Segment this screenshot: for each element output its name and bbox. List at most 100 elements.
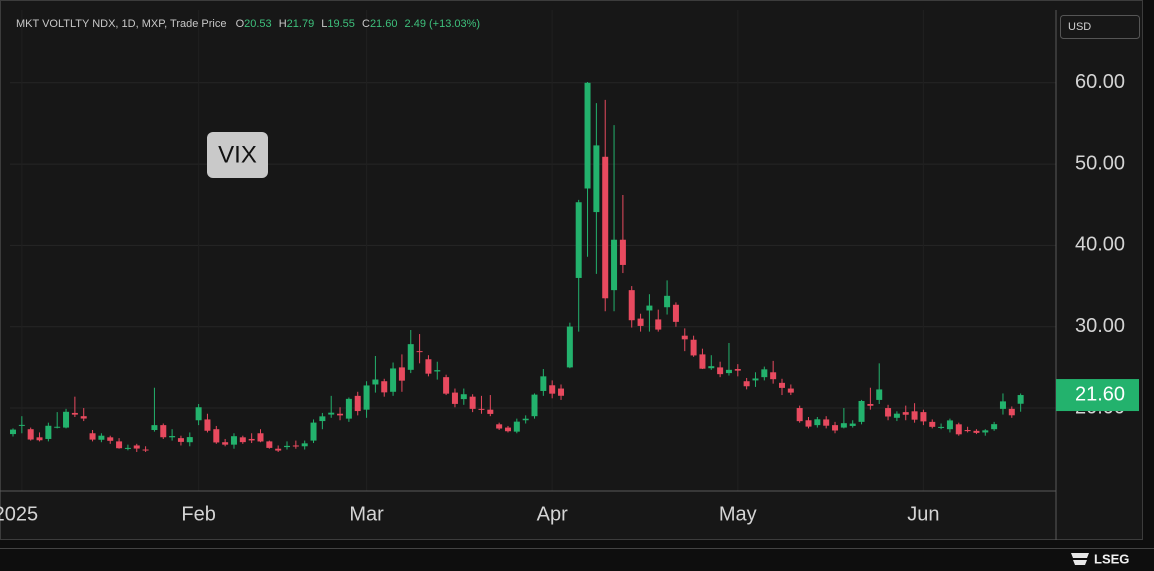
candle-body xyxy=(89,433,96,440)
candle-body xyxy=(796,408,803,422)
candle-body xyxy=(584,82,591,189)
candle-body xyxy=(337,413,344,416)
candle-body xyxy=(911,411,918,420)
candle-body xyxy=(708,366,715,369)
candle-body xyxy=(593,145,600,213)
candle-body xyxy=(823,419,830,426)
candle-body xyxy=(398,367,405,381)
candle-body xyxy=(973,430,980,433)
candle-body xyxy=(575,202,582,278)
candle-body xyxy=(832,425,839,431)
candle-body xyxy=(849,423,856,426)
candle-body xyxy=(204,419,211,431)
candle-body xyxy=(80,416,87,419)
candle-body xyxy=(469,396,476,409)
candle-body xyxy=(982,430,989,433)
candle-body xyxy=(107,437,114,441)
candle-body xyxy=(566,326,573,368)
candle-body xyxy=(876,389,883,400)
header: MKT VOLTLTY NDX, 1D, MXP, Trade Price O2… xyxy=(16,18,480,30)
candle-body xyxy=(955,424,962,435)
x-tick-label: Feb xyxy=(181,503,215,525)
chart-panel xyxy=(0,0,1143,540)
candle-body xyxy=(496,424,503,429)
candle-body xyxy=(787,388,794,393)
y-tick-label: 40.00 xyxy=(1075,234,1125,256)
candle-body xyxy=(540,376,547,391)
candle-body xyxy=(743,381,750,387)
candle-body xyxy=(434,370,441,372)
candle-body xyxy=(478,408,485,410)
change: 2.49 (+13.03%) xyxy=(405,18,481,30)
candle-body xyxy=(425,359,432,374)
candle-body xyxy=(1008,408,1015,416)
candle-body xyxy=(328,412,335,415)
header-value: 21.79 xyxy=(287,18,315,30)
candle-body xyxy=(98,435,105,440)
candle-body xyxy=(681,335,688,340)
candle-body xyxy=(71,412,78,415)
candle-body xyxy=(213,429,220,443)
candle-body xyxy=(319,416,326,422)
x-tick-label: Apr xyxy=(537,503,568,525)
candle-body xyxy=(407,344,414,370)
brand-icon xyxy=(1071,553,1089,565)
chart-title: VIX xyxy=(218,141,257,168)
candle-body xyxy=(964,430,971,432)
candle-body xyxy=(10,429,17,435)
title-box xyxy=(207,132,268,178)
candle-body xyxy=(602,156,609,299)
last-price-box xyxy=(1056,379,1139,412)
header-value: 20.53 xyxy=(244,18,272,30)
candle-body xyxy=(513,421,520,432)
candle-body xyxy=(451,392,458,404)
candle-body xyxy=(381,381,388,393)
candle-body xyxy=(63,411,70,428)
candle-body xyxy=(664,295,671,308)
candle-body xyxy=(487,409,494,414)
axes: 20.0030.0040.0050.0060.002025FebMarAprMa… xyxy=(0,71,1139,525)
currency-box[interactable] xyxy=(1060,15,1140,39)
candle-body xyxy=(655,319,662,330)
candle-body xyxy=(717,367,724,375)
candle-body xyxy=(142,449,149,451)
candle-body xyxy=(920,412,927,422)
candle-body xyxy=(301,443,308,447)
candle-body xyxy=(248,438,255,441)
candle-body xyxy=(460,394,467,400)
candle-body xyxy=(504,427,511,432)
candle-body xyxy=(725,369,732,374)
candle-body xyxy=(752,378,759,381)
candle-body xyxy=(160,425,167,438)
y-tick-label: 60.00 xyxy=(1075,71,1125,93)
candle-body xyxy=(938,426,945,428)
candle-body xyxy=(116,441,123,449)
header-key: O xyxy=(236,18,245,30)
candle-body xyxy=(840,423,847,428)
candle-body xyxy=(929,421,936,427)
header-value: 21.60 xyxy=(370,18,398,30)
header-key: L xyxy=(321,18,327,30)
candle-body xyxy=(345,398,352,419)
x-tick-label: May xyxy=(719,503,757,525)
candle-body xyxy=(36,437,43,441)
candle-body xyxy=(893,413,900,418)
candle-body xyxy=(628,290,635,321)
candle-body xyxy=(195,407,202,421)
candle-body xyxy=(27,429,34,440)
candle-body xyxy=(124,447,131,449)
candle-body xyxy=(275,448,282,451)
candle-body xyxy=(186,437,193,443)
candle-body xyxy=(902,412,909,415)
candle-body xyxy=(266,441,273,448)
candles xyxy=(10,81,1024,452)
instrument: MKT VOLTLTY NDX, 1D, MXP, Trade Price xyxy=(16,18,227,30)
candle-body xyxy=(646,305,653,311)
candle-body xyxy=(734,369,741,371)
candle-body xyxy=(611,239,618,291)
candle-body xyxy=(946,420,953,430)
candle-body xyxy=(991,424,998,430)
candle-body xyxy=(292,445,299,447)
